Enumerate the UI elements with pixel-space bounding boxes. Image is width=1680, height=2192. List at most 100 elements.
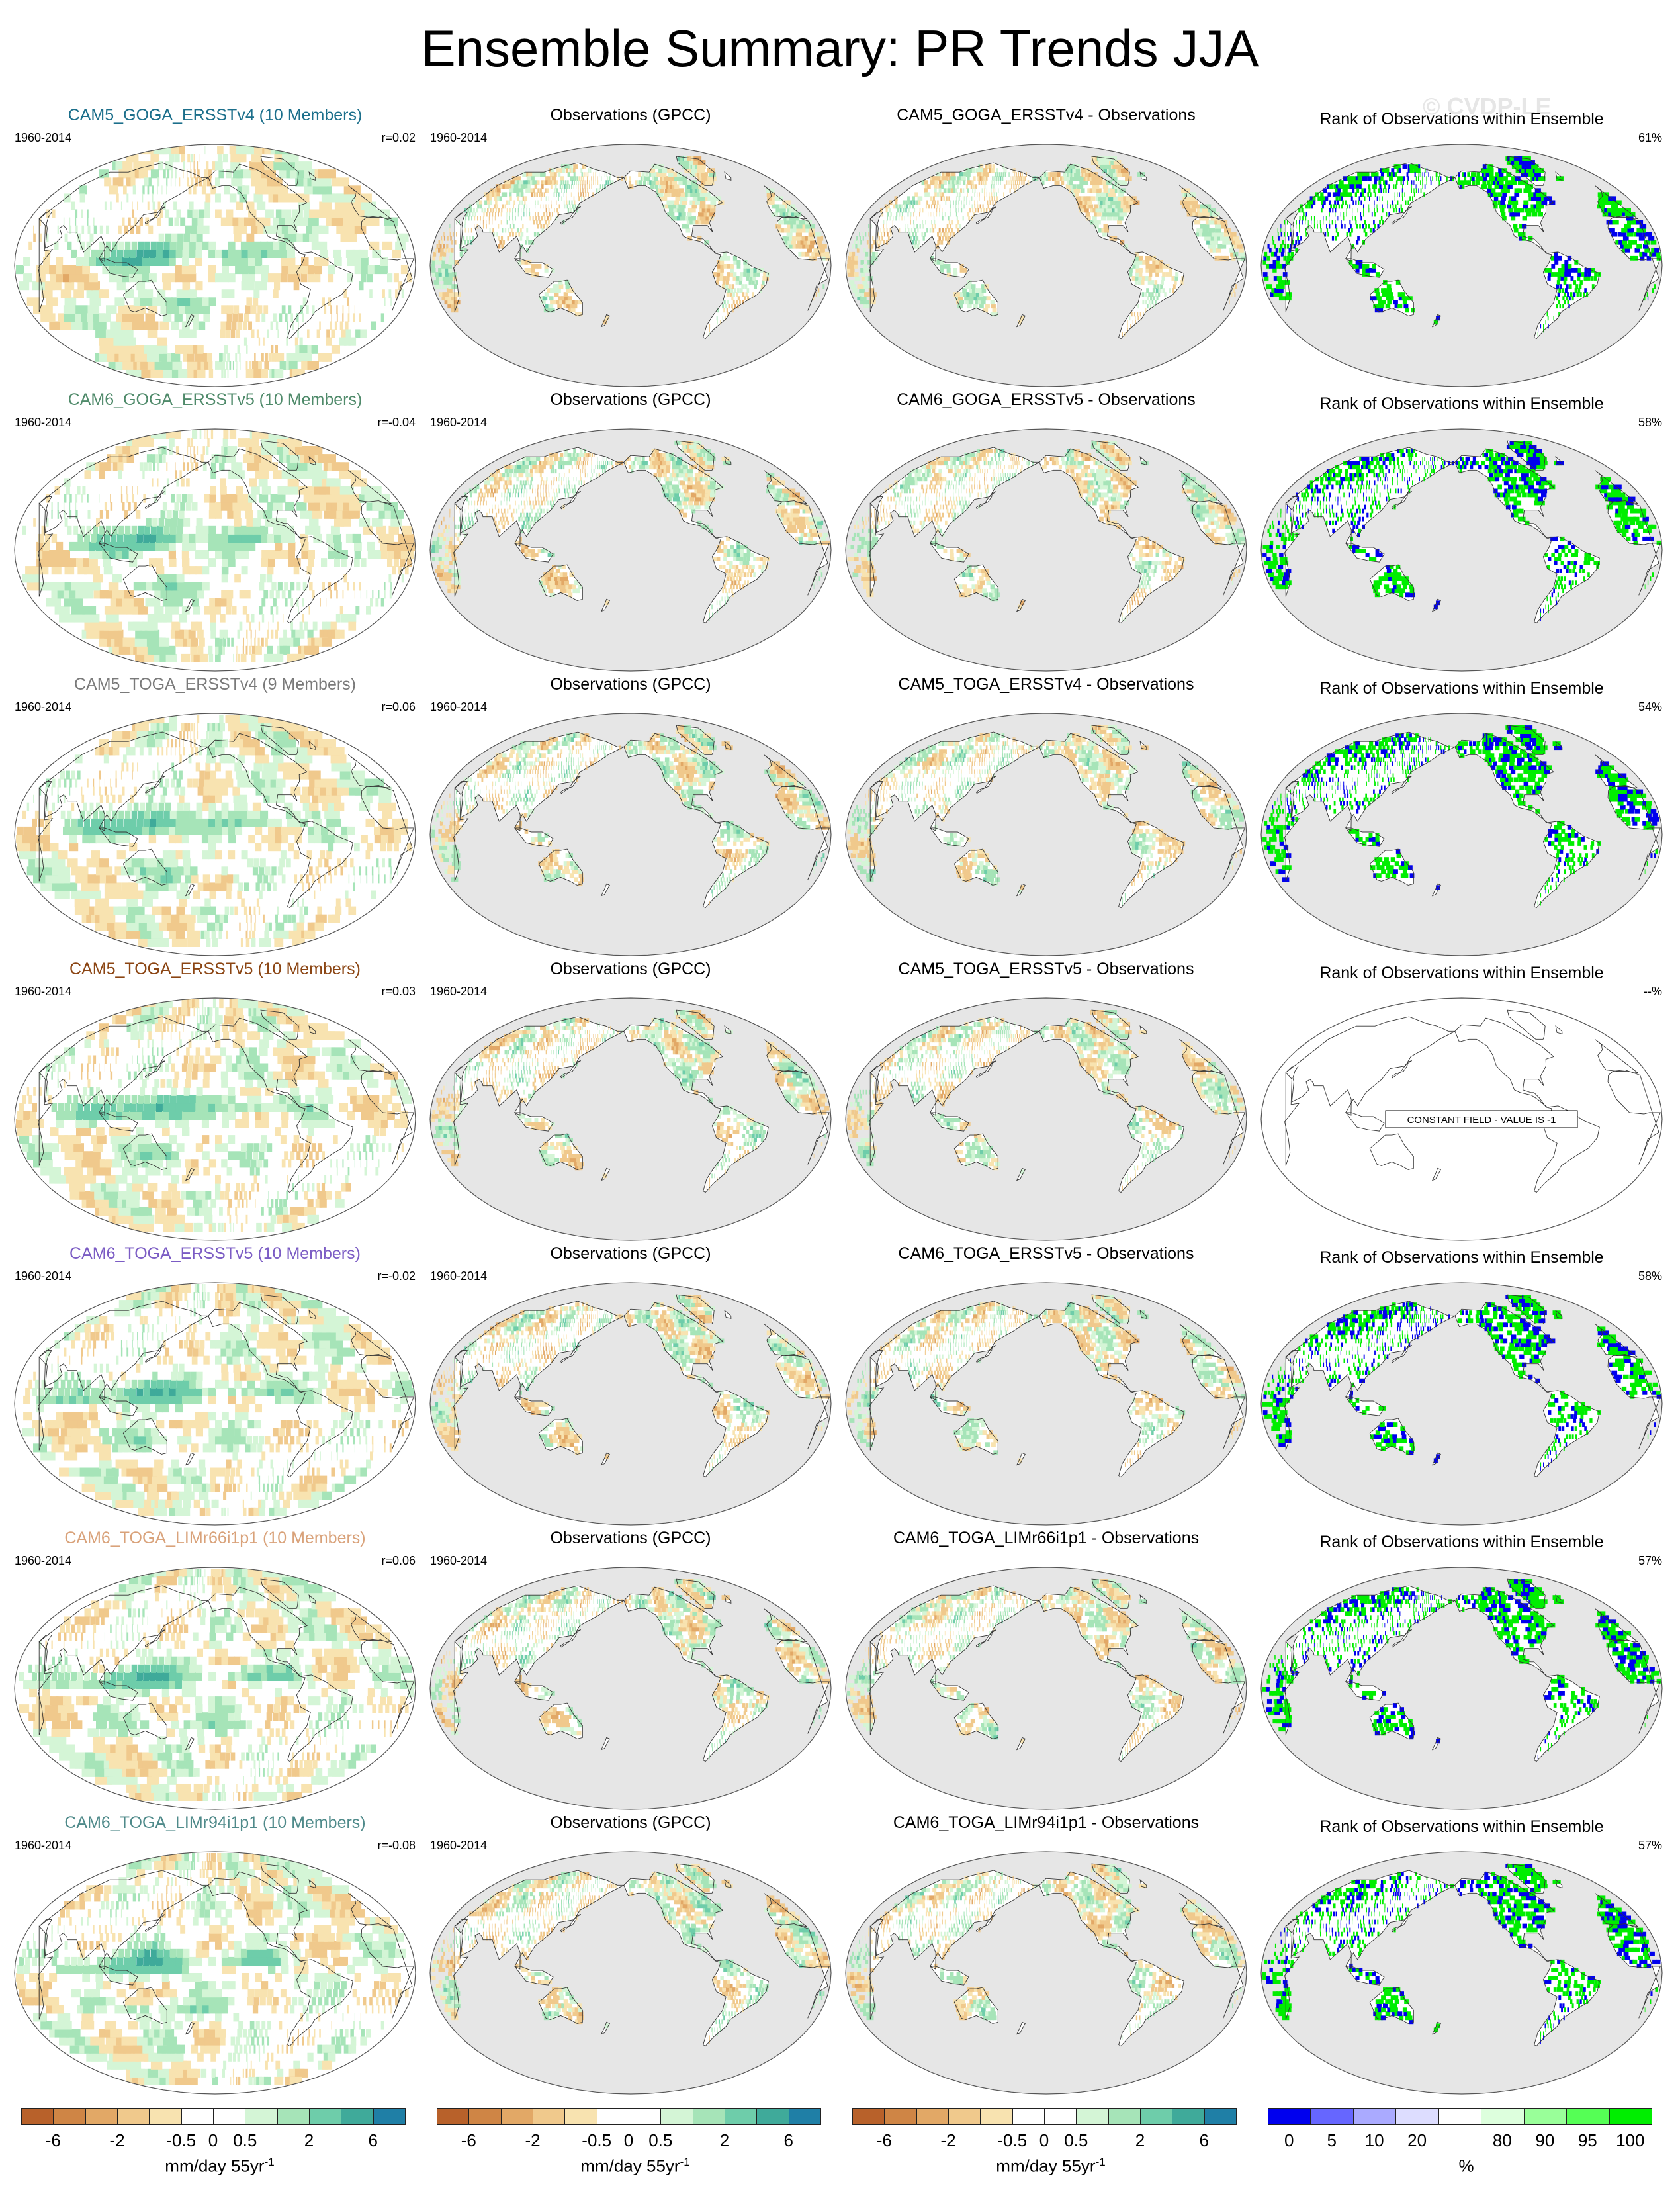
colorbar-tick-label: 90 xyxy=(1535,2130,1554,2151)
rank-map-frame xyxy=(1260,1566,1663,1814)
colorbar-box xyxy=(468,2108,502,2125)
model-panel: CAM6_TOGA_LIMr66i1p1 (10 Members) 1960-20… xyxy=(7,1529,423,1813)
rank-panel-title: Rank of Observations within Ensemble xyxy=(1253,1533,1670,1552)
colorbar-tick-label: 100 xyxy=(1616,2130,1644,2151)
model-map xyxy=(14,1282,416,1526)
model-map xyxy=(14,144,416,387)
colorbar-units: mm/day 55yr-1 xyxy=(437,2156,834,2177)
colorbar-tick-label: 0 xyxy=(624,2130,633,2151)
pattern-correlation: r=-0.04 xyxy=(377,416,416,430)
diff-map-frame xyxy=(844,1850,1248,2099)
obs-panel: Observations (GPCC) 1960-2014 xyxy=(422,1813,839,2098)
diff-panel-title: CAM6_TOGA_ERSSTv5 - Observations xyxy=(838,1244,1255,1263)
obs-map-frame xyxy=(429,143,832,391)
colorbar-box xyxy=(1438,2108,1482,2125)
constant-field-label: CONSTANT FIELD - VALUE IS -1 xyxy=(1407,1115,1556,1126)
colorbar-units-main: mm/day 55yr xyxy=(580,2156,680,2176)
period-label: 1960-2014 xyxy=(430,416,487,430)
diff-panel: CAM6_TOGA_LIMr94i1p1 - Observations xyxy=(838,1813,1255,2098)
obs-panel: Observations (GPCC) 1960-2014 xyxy=(422,390,839,675)
colorbar-boxes xyxy=(21,2108,418,2125)
colorbar-tick-label: 0 xyxy=(1039,2130,1049,2151)
diff-map-frame xyxy=(844,143,1248,391)
colorbar-box xyxy=(788,2108,821,2125)
obs-panel-title: Observations (GPCC) xyxy=(422,960,839,979)
obs-panel-title: Observations (GPCC) xyxy=(422,1244,839,1263)
rank-panel: Rank of Observations within Ensemble 58% xyxy=(1253,1244,1670,1529)
colorbar-box xyxy=(725,2108,758,2125)
model-map xyxy=(14,428,416,672)
obs-map-frame xyxy=(429,1566,832,1814)
rank-panel-title: Rank of Observations within Ensemble xyxy=(1253,110,1670,129)
rank-map xyxy=(1260,144,1663,387)
diff-map xyxy=(845,713,1247,956)
rank-panel: Rank of Observations within Ensemble --% C… xyxy=(1253,960,1670,1244)
rank-panel: Rank of Observations within Ensemble 57% xyxy=(1253,1529,1670,1813)
colorbar-box xyxy=(341,2108,374,2125)
colorbar-box xyxy=(1140,2108,1173,2125)
colorbar-box xyxy=(916,2108,949,2125)
model-map-frame xyxy=(13,1566,417,1814)
obs-panel: Observations (GPCC) 1960-2014 xyxy=(422,1244,839,1529)
rank-map xyxy=(1260,428,1663,672)
model-map xyxy=(14,1567,416,1810)
pattern-correlation: r=0.02 xyxy=(381,131,416,145)
colorbar-box xyxy=(1044,2108,1077,2125)
colorbar-tick-label: 95 xyxy=(1578,2130,1597,2151)
rank-map xyxy=(1260,1851,1663,2095)
obs-map xyxy=(429,144,832,387)
colorbar-box xyxy=(85,2108,118,2125)
model-panel: CAM5_TOGA_ERSSTv5 (10 Members) 1960-2014 r… xyxy=(7,960,423,1244)
period-label: 1960-2014 xyxy=(430,1554,487,1568)
model-panel: CAM5_GOGA_ERSSTv4 (10 Members) 1960-2014 r… xyxy=(7,106,423,390)
obs-map-frame xyxy=(429,712,832,960)
colorbar-box xyxy=(948,2108,981,2125)
colorbar-box xyxy=(1012,2108,1045,2125)
colorbar-units-main: mm/day 55yr xyxy=(996,2156,1095,2176)
colorbar-tick-label: -6 xyxy=(877,2130,892,2151)
diff-map-frame xyxy=(844,997,1248,1245)
constant-field-box xyxy=(1385,1110,1578,1128)
diff-panel-title: CAM6_GOGA_ERSSTv5 - Observations xyxy=(838,390,1255,410)
model-map-frame xyxy=(13,428,417,676)
colorbar-tick-label: 2 xyxy=(720,2130,729,2151)
colorbar-tick-label: 0 xyxy=(1284,2130,1294,2151)
obs-panel-title: Observations (GPCC) xyxy=(422,1529,839,1548)
colorbar-box xyxy=(1395,2108,1439,2125)
obs-map-frame xyxy=(429,428,832,676)
rank-panel: Rank of Observations within Ensemble 61% xyxy=(1253,106,1670,390)
colorbar-box xyxy=(245,2108,278,2125)
colorbar-box xyxy=(564,2108,597,2125)
colorbar-tick-label: -2 xyxy=(525,2130,540,2151)
diff-panel: CAM6_TOGA_LIMr66i1p1 - Observations xyxy=(838,1529,1255,1813)
colorbar-tick-label: -0.5 xyxy=(166,2130,196,2151)
colorbar-tick-label: 0.5 xyxy=(233,2130,257,2151)
period-label: 1960-2014 xyxy=(15,985,71,999)
rank-map-frame xyxy=(1260,1281,1663,1530)
colorbar-tick-label: -0.5 xyxy=(997,2130,1027,2151)
rank-panel: Rank of Observations within Ensemble 58% xyxy=(1253,390,1670,675)
period-label: 1960-2014 xyxy=(430,1839,487,1852)
model-panel-title: CAM6_TOGA_ERSSTv5 (10 Members) xyxy=(7,1244,423,1263)
colorbar-tick-label: -6 xyxy=(461,2130,476,2151)
pattern-correlation: r=-0.08 xyxy=(377,1839,416,1852)
pattern-correlation: r=0.06 xyxy=(381,1554,416,1568)
diff-map-frame xyxy=(844,712,1248,960)
colorbar-units-main: % xyxy=(1458,2156,1474,2176)
diff-panel-title: CAM5_TOGA_ERSSTv4 - Observations xyxy=(838,675,1255,694)
colorbar-box xyxy=(1204,2108,1237,2125)
colorbar-tick-label: 0 xyxy=(208,2130,218,2151)
rank-map-frame xyxy=(1260,143,1663,391)
pattern-correlation: r=-0.02 xyxy=(377,1269,416,1283)
colorbar-boxes xyxy=(1268,2108,1665,2125)
colorbar-boxes xyxy=(852,2108,1249,2125)
colorbar-tick-label: 20 xyxy=(1407,2130,1427,2151)
diff-panel-title: CAM5_GOGA_ERSSTv4 - Observations xyxy=(838,106,1255,125)
colorbar-box xyxy=(1481,2108,1525,2125)
colorbar-tick-label: 0.5 xyxy=(1064,2130,1088,2151)
colorbar-tick-label: 0.5 xyxy=(648,2130,672,2151)
rank-area-percent: 57% xyxy=(1638,1839,1662,1852)
obs-map xyxy=(429,1851,832,2095)
diff-map xyxy=(845,144,1247,387)
diff-map-frame xyxy=(844,1566,1248,1814)
